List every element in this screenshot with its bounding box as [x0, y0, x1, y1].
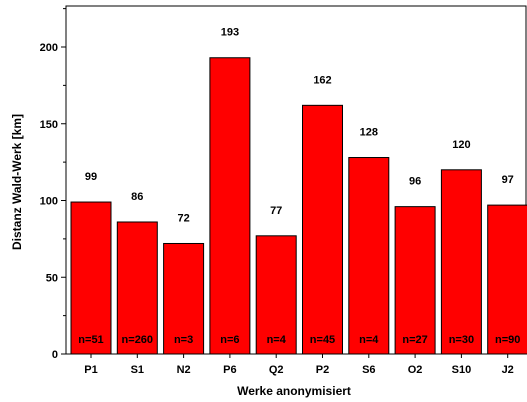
value-label-q2: 77: [270, 205, 282, 217]
value-label-n2: 72: [177, 212, 189, 224]
value-label-p1: 99: [85, 171, 97, 183]
x-tick-label-s10: S10: [452, 364, 472, 376]
bar-s6: [348, 157, 390, 355]
value-label-p2: 162: [313, 74, 331, 86]
x-tick-label-p1: P1: [84, 364, 97, 376]
n-label-p6: n=6: [220, 334, 239, 346]
n-label-s1: n=260: [122, 334, 154, 346]
n-label-o2: n=27: [402, 334, 427, 346]
n-label-p1: n=51: [78, 334, 103, 346]
x-tick-label-s6: S6: [362, 364, 375, 376]
x-tick-label-o2: O2: [408, 364, 423, 376]
x-tick-label-n2: N2: [177, 364, 191, 376]
n-label-s6: n=4: [359, 334, 379, 346]
x-tick-label-q2: Q2: [269, 364, 284, 376]
n-label-p2: n=45: [310, 334, 335, 346]
x-axis-title: Werke anonymisiert: [237, 384, 351, 398]
y-tick-label-0: 0: [52, 349, 58, 361]
bar-p2: [302, 104, 343, 355]
y-tick-label-50: 50: [46, 272, 58, 284]
x-tick-label-s1: S1: [131, 364, 144, 376]
n-label-j2: n=90: [495, 334, 520, 346]
bar-s10: [440, 169, 482, 355]
value-label-s6: 128: [360, 127, 378, 139]
n-label-s10: n=30: [449, 334, 474, 346]
value-label-o2: 96: [409, 176, 421, 188]
bar-o2: [394, 206, 436, 355]
n-label-n2: n=3: [174, 334, 193, 346]
x-tick-label-j2: J2: [502, 364, 514, 376]
y-tick-label-100: 100: [40, 196, 58, 208]
bar-q2: [255, 235, 297, 355]
y-tick-label-200: 200: [40, 42, 58, 54]
bar-p1: [70, 201, 112, 355]
value-label-s10: 120: [452, 139, 470, 151]
value-label-s1: 86: [131, 191, 143, 203]
y-tick-label-150: 150: [40, 119, 58, 131]
bar-j2: [487, 204, 527, 355]
x-tick-label-p6: P6: [223, 364, 236, 376]
y-axis-title: Distanz Wald-Werk [km]: [10, 114, 24, 250]
n-label-q2: n=4: [267, 334, 287, 346]
value-label-p6: 193: [221, 27, 239, 39]
x-tick-label-p2: P2: [316, 364, 329, 376]
bar-p6: [209, 57, 251, 355]
value-label-j2: 97: [502, 174, 514, 186]
bar-n2: [163, 242, 205, 355]
